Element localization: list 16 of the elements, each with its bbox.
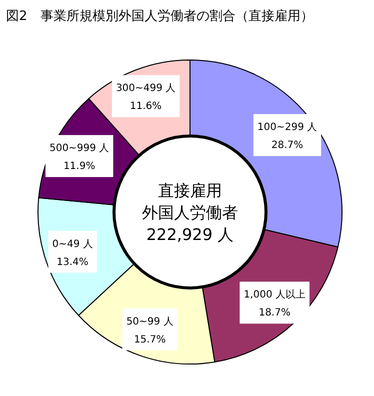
- slice-label: 100~299 人: [257, 122, 318, 134]
- title: 図2 事業所規模別外国人労働者の割合（直接雇用）: [6, 9, 314, 24]
- slice-label: 500~999 人: [49, 143, 110, 154]
- data-label: 18.7%: [258, 308, 290, 319]
- slice-label: 50~99 人: [126, 316, 174, 328]
- data-label: 11.9%: [63, 161, 96, 172]
- annotation: 222,929 人: [146, 225, 234, 244]
- data-label: 11.6%: [130, 101, 162, 112]
- data-label: 13.4%: [56, 256, 88, 268]
- slice-label: 1,000 人以上: [244, 288, 306, 301]
- slice-label: 0~49 人: [52, 238, 93, 250]
- data-label: 15.7%: [134, 334, 166, 346]
- annotation: 外国人労働者: [142, 203, 238, 222]
- annotation: 直接雇用: [158, 181, 222, 200]
- data-label: 28.7%: [271, 140, 304, 152]
- slice-label: 300~499 人: [116, 83, 176, 94]
